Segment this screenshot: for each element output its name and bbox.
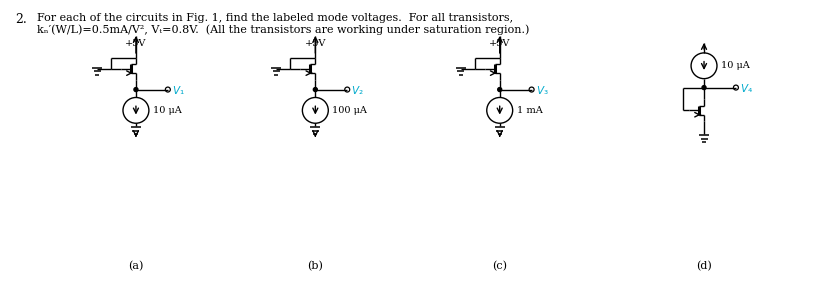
Text: 1 mA: 1 mA <box>516 106 543 115</box>
Text: 100 μA: 100 μA <box>332 106 367 115</box>
Text: 10 μA: 10 μA <box>153 106 182 115</box>
Text: 10 μA: 10 μA <box>721 61 749 70</box>
Circle shape <box>702 86 706 90</box>
Text: (c): (c) <box>492 261 507 271</box>
Text: 2.: 2. <box>15 13 27 26</box>
Text: (d): (d) <box>696 261 712 271</box>
Circle shape <box>314 88 317 91</box>
Text: kₙ′(W/L)=0.5mA/V², Vₜ=0.8V.  (All the transistors are working under saturation r: kₙ′(W/L)=0.5mA/V², Vₜ=0.8V. (All the tra… <box>37 24 530 35</box>
Text: (a): (a) <box>129 261 144 271</box>
Text: +5V: +5V <box>125 40 147 48</box>
Text: For each of the circuits in Fig. 1, find the labeled mode voltages.  For all tra: For each of the circuits in Fig. 1, find… <box>37 13 514 23</box>
Text: +5V: +5V <box>489 40 510 48</box>
Text: (b): (b) <box>307 261 323 271</box>
Text: +5V: +5V <box>305 40 326 48</box>
Text: $V₁$: $V₁$ <box>172 83 184 96</box>
Text: $V₃$: $V₃$ <box>535 83 549 96</box>
Circle shape <box>134 88 138 91</box>
Text: $V₄$: $V₄$ <box>740 82 753 94</box>
Circle shape <box>498 88 501 91</box>
Text: $V₂$: $V₂$ <box>351 83 364 96</box>
